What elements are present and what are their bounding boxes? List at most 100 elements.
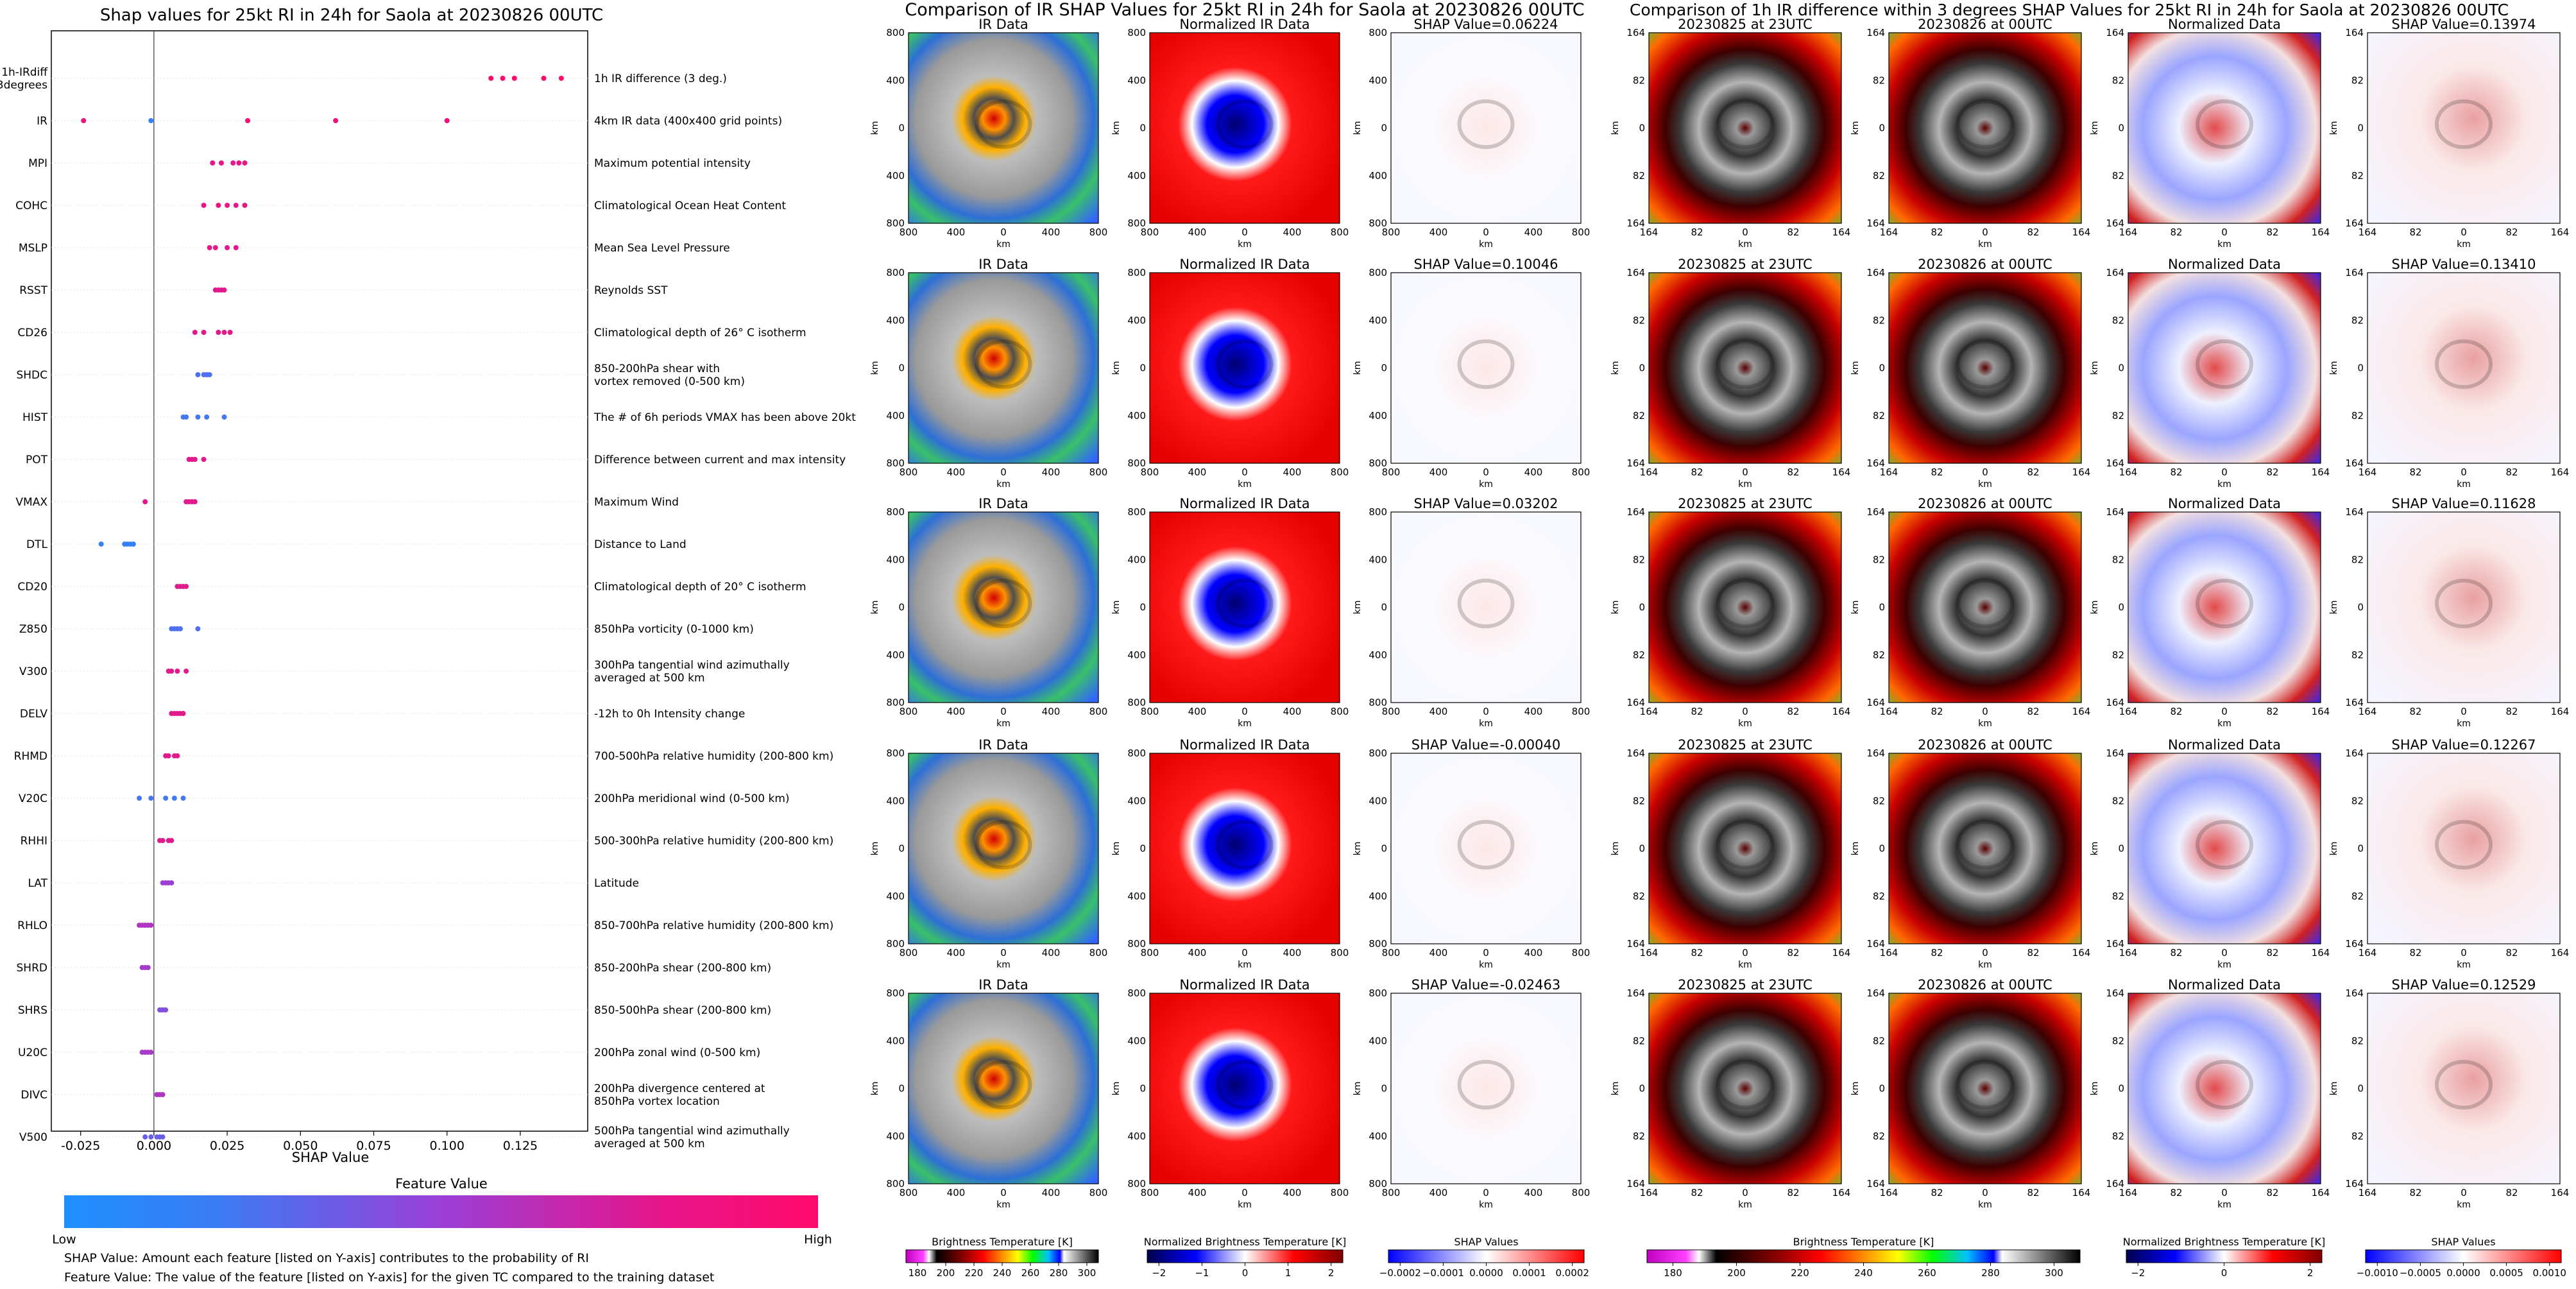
shap-point (195, 626, 201, 632)
y-tick-label: 82 (1873, 170, 1885, 182)
x-tick-label: 82 (2027, 226, 2039, 238)
colorbar-tick-label: −0.0005 (2400, 1267, 2441, 1279)
y-tick-label: 164 (2106, 697, 2124, 708)
shap-point (236, 160, 242, 166)
y-axis-label: km (2329, 601, 2339, 615)
shap-point (212, 245, 218, 251)
y-axis-label: km (2329, 842, 2339, 856)
y-tick-label: 0 (1879, 123, 1885, 134)
x-tick-label: 800 (1141, 1187, 1159, 1199)
feature-description-label: 700-500hPa relative humidity (200-800 km… (594, 750, 833, 763)
x-axis-label: km (1238, 960, 1252, 970)
x-tick-label: 0 (2461, 947, 2467, 959)
normalized-ir-storm-band (1216, 819, 1274, 870)
feature-description-label: Distance to Land (594, 538, 687, 551)
y-tick-label: 82 (2351, 314, 2364, 326)
x-tick-label: 82 (2505, 226, 2518, 238)
y-tick-label: 164 (2345, 218, 2364, 229)
x-tick-label: 800 (1382, 706, 1401, 717)
diff-normalized-storm-band (2196, 1059, 2253, 1110)
feature-description-label: 300hPa tangential wind azimuthally (594, 659, 790, 672)
x-tick-label: 0 (1000, 466, 1007, 478)
y-tick-label: 164 (1866, 506, 1885, 518)
x-tick-label: 0 (1000, 947, 1007, 959)
y-tick-label: 0 (898, 602, 905, 613)
y-tick-label: 400 (1369, 410, 1387, 422)
shap-point (142, 499, 148, 505)
feature-description-label: 850hPa vorticity (0-1000 km) (594, 623, 754, 636)
feature-name-label: IR (37, 115, 47, 128)
y-tick-label: 164 (1626, 1178, 1645, 1190)
y-tick-label: 164 (1866, 987, 1885, 999)
shap-summary-title: Shap values for 25kt RI in 24h for Saola… (100, 6, 603, 25)
y-tick-label: 164 (2345, 267, 2364, 278)
feature-description-label: Mean Sea Level Pressure (594, 242, 730, 255)
y-tick-label: 164 (2106, 218, 2124, 229)
ir-shap-frame (1390, 32, 1582, 224)
colorbar-label: SHAP Values (1454, 1236, 1518, 1248)
shap-point (511, 76, 517, 81)
ir-current-hour-image (1889, 273, 2081, 463)
feature-description-label: Latitude (594, 877, 639, 890)
feature-description-label: Maximum Wind (594, 496, 679, 509)
y-tick-label: 800 (1127, 938, 1146, 950)
x-tick-label: 82 (2409, 226, 2421, 238)
y-tick-label: 82 (1633, 1131, 1645, 1142)
y-axis-label: km (2329, 121, 2339, 135)
x-tick-label: 0 (1982, 1187, 1988, 1199)
x-tick-label: 82 (2027, 947, 2039, 959)
y-axis-label: km (1850, 361, 1861, 375)
y-tick-label: 164 (1626, 506, 1645, 518)
ir-data-subplot-title: IR Data (978, 257, 1028, 272)
x-tick-label: 82 (2505, 947, 2518, 959)
shap-point (227, 330, 233, 336)
x-tick-label: 800 (1382, 226, 1401, 238)
shap-point (216, 203, 221, 209)
colorbar-tick-label: −0.0002 (1379, 1267, 1421, 1279)
x-tick-label: 0 (1483, 466, 1489, 478)
x-tick-label: 82 (2409, 706, 2421, 717)
x-tick-label: 164 (2072, 466, 2091, 478)
y-axis-label: km (1850, 601, 1861, 615)
y-tick-label: 164 (1866, 1178, 1885, 1190)
y-tick-label: 800 (886, 506, 905, 518)
y-axis-label: km (1111, 121, 1122, 135)
x-tick-label: 164 (1832, 706, 1851, 717)
colorbar-tick-label: 0.0000 (1469, 1267, 1503, 1279)
ir-prev-hour-subplot-title: 20230825 at 23UTC (1678, 737, 1813, 753)
y-axis-label: km (1352, 842, 1363, 856)
ir-data-storm-band (975, 819, 1032, 870)
x-tick-label: 400 (1429, 226, 1448, 238)
shap-point (242, 203, 248, 209)
feature-description-label: Climatological depth of 20° C isotherm (594, 581, 806, 593)
y-tick-label: 400 (1127, 795, 1146, 807)
colorbar-tick-label: 220 (965, 1267, 984, 1279)
x-tick-label: 82 (2027, 706, 2039, 717)
y-tick-label: 82 (1633, 891, 1645, 902)
colorbar-tick-label: −0.0010 (2357, 1267, 2398, 1279)
colorbar (905, 1249, 1099, 1263)
x-tick-label: 400 (1524, 466, 1543, 478)
ir-prev-hour-frame (1648, 272, 1842, 464)
x-tick-label: 82 (2505, 466, 2518, 478)
x-tick-label: 0.125 (503, 1139, 538, 1153)
diff-comparison-title: Comparison of 1h IR difference within 3 … (1630, 1, 2509, 19)
ir-data-frame (908, 511, 1099, 703)
diff-shap-subplot-title: SHAP Value=0.13410 (2392, 257, 2536, 272)
y-tick-label: 164 (2106, 987, 2124, 999)
x-tick-label: 400 (947, 1187, 966, 1199)
shap-point (166, 753, 171, 759)
colorbar-label: Brightness Temperature [K] (932, 1236, 1073, 1248)
x-tick-label: 0 (1742, 947, 1748, 959)
normalized-ir-subplot-title: Normalized IR Data (1179, 257, 1309, 272)
feature-description-label: 850-200hPa shear with (594, 363, 720, 375)
y-tick-label: 164 (1866, 27, 1885, 38)
y-tick-label: 0 (2357, 363, 2364, 374)
y-tick-label: 164 (1866, 747, 1885, 759)
x-tick-label: 800 (1089, 706, 1108, 717)
diff-shap-storm-band (2435, 819, 2493, 870)
x-tick-label: 164 (2312, 226, 2330, 238)
diff-shap-subplot-title: SHAP Value=0.12267 (2392, 737, 2536, 753)
y-tick-label: 800 (1127, 747, 1146, 759)
x-tick-label: 0 (1483, 226, 1489, 238)
